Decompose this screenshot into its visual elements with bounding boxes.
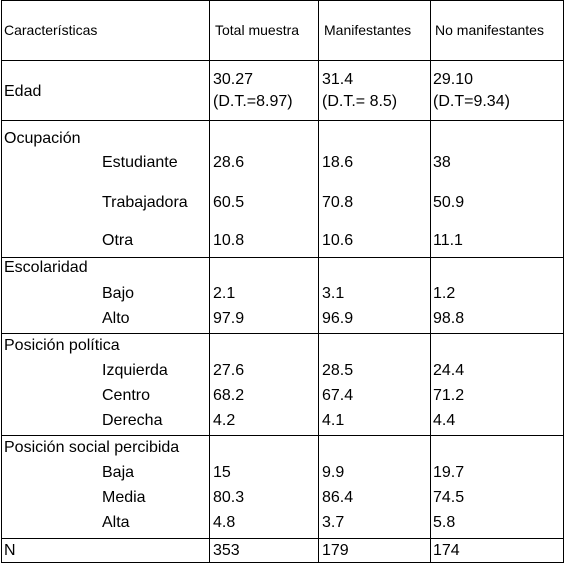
row-label: Izquierda [102, 362, 168, 379]
row-border [1, 60, 564, 61]
row-label: Trabajadora [102, 194, 188, 211]
cell-value: 98.8 [433, 310, 465, 327]
cell-value: 29.10 [433, 71, 474, 88]
section-label: Ocupación [4, 130, 81, 147]
cell-value: 3.7 [322, 514, 345, 531]
cell-value: 71.2 [433, 387, 465, 404]
cell-value: 10.6 [322, 232, 354, 249]
cell-value: 28.5 [322, 362, 354, 379]
row-label: Centro [102, 387, 151, 404]
cell-value: (D.T.=8.97) [213, 93, 293, 110]
cell-value: 18.6 [322, 154, 354, 171]
section-label: Edad [4, 83, 42, 100]
cell-value: 10.8 [213, 232, 245, 249]
cell-value: 19.7 [433, 464, 465, 481]
row-border [1, 333, 564, 334]
row-label: Otra [102, 232, 134, 249]
column-border [318, 1, 319, 563]
cell-value: 2.1 [213, 285, 236, 302]
row-border [1, 257, 564, 258]
header-cell: No manifestantes [435, 22, 544, 38]
column-border [430, 1, 431, 563]
row-border [1, 562, 564, 563]
row-label: Media [102, 489, 146, 506]
cell-value: 80.3 [213, 489, 245, 506]
cell-value: 68.2 [213, 387, 245, 404]
cell-value: 15 [213, 464, 231, 481]
section-label: Posición política [4, 337, 120, 354]
cell-value: 4.1 [322, 412, 345, 429]
cell-value: 38 [433, 154, 451, 171]
row-label: Baja [102, 464, 135, 481]
cell-value: 4.2 [213, 412, 236, 429]
cell-value: 1.2 [433, 285, 456, 302]
cell-value: 97.9 [213, 310, 245, 327]
cell-value: 28.6 [213, 154, 245, 171]
cell-value: 9.9 [322, 464, 345, 481]
cell-value: 4.4 [433, 412, 456, 429]
cell-value: 31.4 [322, 71, 354, 88]
section-label: Posición social percibida [4, 439, 180, 456]
cell-value: (D.T=9.34) [433, 93, 510, 110]
header-cell: Características [4, 22, 98, 38]
row-label: Bajo [102, 285, 135, 302]
cell-value: 50.9 [433, 194, 465, 211]
row-border [1, 435, 564, 436]
cell-value: 179 [322, 542, 349, 559]
row-border [1, 538, 564, 539]
row-label: Estudiante [102, 154, 178, 171]
column-border [563, 1, 564, 563]
row-label: Derecha [102, 412, 163, 429]
cell-value: 353 [213, 542, 240, 559]
cell-value: 24.4 [433, 362, 465, 379]
cell-value: 27.6 [213, 362, 245, 379]
column-border [1, 1, 2, 563]
cell-value: 67.4 [322, 387, 354, 404]
cell-value: 174 [433, 542, 460, 559]
row-border [1, 0, 564, 1]
row-label: Alta [102, 514, 130, 531]
cell-value: (D.T.= 8.5) [322, 93, 398, 110]
cell-value: 60.5 [213, 194, 245, 211]
section-label: Escolaridad [4, 259, 88, 276]
cell-value: 96.9 [322, 310, 354, 327]
row-border [1, 120, 564, 121]
cell-value: 4.8 [213, 514, 236, 531]
header-cell: Manifestantes [324, 22, 412, 38]
row-label: Alto [102, 310, 130, 327]
column-border [209, 1, 210, 563]
cell-value: 11.1 [433, 232, 463, 249]
cell-value: 3.1 [322, 285, 345, 302]
cell-value: 74.5 [433, 489, 465, 506]
cell-value: 70.8 [322, 194, 354, 211]
cell-value: 30.27 [213, 71, 254, 88]
cell-value: 86.4 [322, 489, 354, 506]
header-cell: Total muestra [215, 22, 300, 38]
cell-value: 5.8 [433, 514, 456, 531]
section-label: N [4, 542, 16, 559]
